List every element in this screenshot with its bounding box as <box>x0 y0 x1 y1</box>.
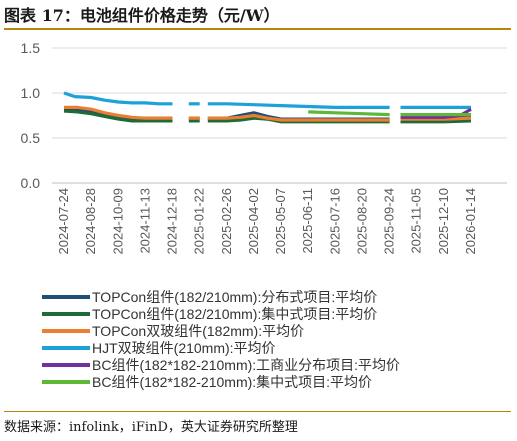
price-line-chart: 0.0 0.5 1.0 1.5 2024-07-24 2024-08-28 2024-10… <box>21 40 507 390</box>
x-tick-label: 2025-09-24 <box>382 188 397 255</box>
series-line <box>64 105 472 122</box>
x-tick-label: 2024-08-28 <box>83 188 98 255</box>
x-tick-label: 2025-12-10 <box>436 188 451 255</box>
series-segment <box>63 91 173 106</box>
x-tick-label: 2024-10-09 <box>110 188 125 255</box>
x-axis: 2024-07-24 2024-08-28 2024-10-09 2024-11-13… <box>52 182 507 255</box>
title-divider <box>4 28 511 30</box>
y-tick-label: 0.5 <box>21 130 41 146</box>
x-tick-label: 2025-06-11 <box>300 188 315 254</box>
x-tick-label: 2026-01-14 <box>463 188 478 255</box>
x-tick-label: 2025-11-05 <box>409 188 424 254</box>
series-segment <box>400 116 472 121</box>
series-segment <box>308 110 390 117</box>
legend-label: TOPCon双玻组件(182mm):平均价 <box>92 323 304 339</box>
legend-label: HJT双玻组件(210mm):平均价 <box>92 340 276 356</box>
x-tick-label: 2025-02-26 <box>219 188 234 255</box>
source-divider <box>4 411 511 412</box>
series-lines <box>63 91 472 124</box>
legend-label: BC组件(182*182-210mm):工商业分布项目:平均价 <box>92 357 400 373</box>
series-line <box>308 110 471 117</box>
data-source-note: 数据来源：infolink，iFinD，英大证券研究所整理 <box>4 420 298 435</box>
legend: TOPCon组件(182/210mm):分布式项目:平均价TOPCon组件(18… <box>42 289 400 390</box>
x-tick-label: 2025-05-07 <box>273 188 288 255</box>
x-tick-label: 2025-04-02 <box>246 188 261 255</box>
x-tick-label: 2025-01-22 <box>192 188 207 255</box>
y-tick-label: 1.5 <box>21 40 41 56</box>
x-tick-label: 2024-12-18 <box>165 188 180 255</box>
series-segment <box>207 102 390 109</box>
series-segment <box>64 105 173 120</box>
y-tick-label: 1.0 <box>21 85 41 101</box>
x-tick-label: 2025-08-20 <box>354 188 369 255</box>
legend-label: TOPCon组件(182/210mm):分布式项目:平均价 <box>92 289 377 305</box>
x-tick-label: 2025-07-16 <box>327 188 342 255</box>
series-segment <box>400 119 472 124</box>
x-tick-label: 2024-07-24 <box>56 188 71 255</box>
y-tick-label: 0.0 <box>21 175 41 191</box>
legend-label: BC组件(182*182-210mm):集中式项目:平均价 <box>92 374 372 390</box>
legend-label: TOPCon组件(182/210mm):集中式项目:平均价 <box>92 306 377 322</box>
series-segment <box>207 113 390 122</box>
series-line <box>63 91 471 109</box>
series-segment <box>63 109 173 123</box>
y-axis: 0.0 0.5 1.0 1.5 <box>21 40 41 191</box>
x-tick-label: 2024-11-13 <box>137 188 152 254</box>
chart-title: 图表 17：电池组件价格走势（元/W） <box>4 6 280 25</box>
